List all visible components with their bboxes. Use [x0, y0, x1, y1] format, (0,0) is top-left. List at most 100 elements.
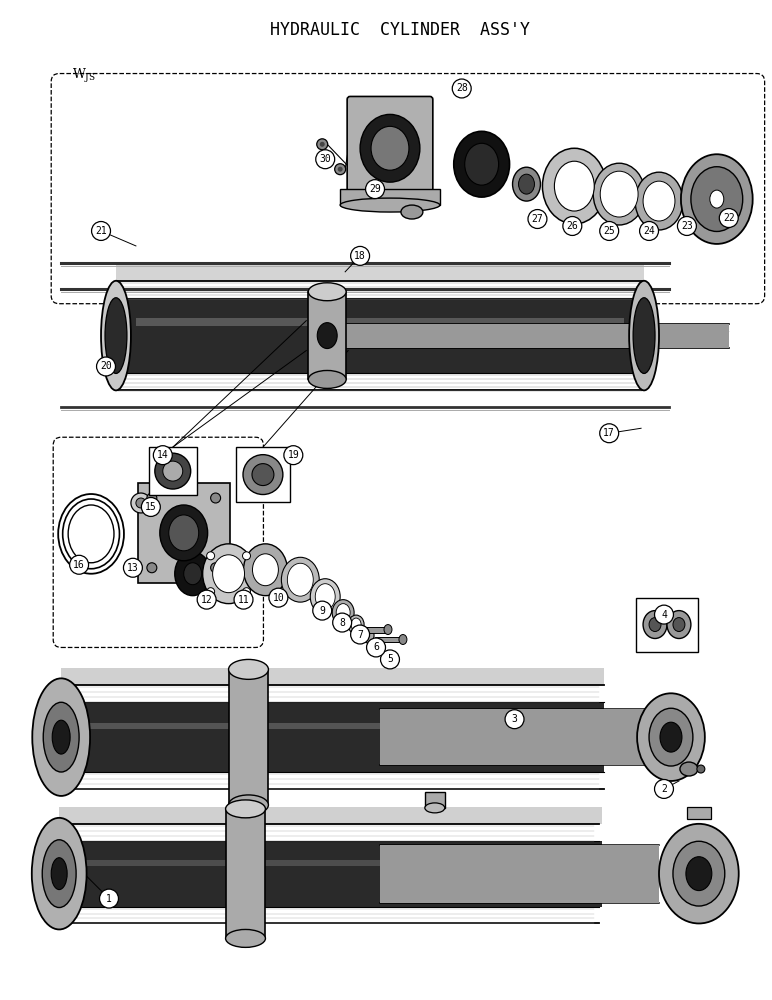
Circle shape — [100, 889, 118, 908]
Text: 23: 23 — [681, 221, 692, 231]
Ellipse shape — [212, 555, 245, 593]
Ellipse shape — [637, 693, 705, 781]
Circle shape — [211, 493, 221, 503]
Ellipse shape — [166, 465, 171, 477]
Ellipse shape — [43, 702, 79, 772]
Ellipse shape — [554, 161, 594, 211]
Circle shape — [600, 222, 618, 240]
Ellipse shape — [68, 505, 114, 563]
Ellipse shape — [168, 465, 171, 477]
Text: 16: 16 — [73, 560, 85, 570]
Text: 10: 10 — [273, 593, 284, 603]
Text: 30: 30 — [320, 154, 331, 164]
Ellipse shape — [160, 505, 208, 561]
Ellipse shape — [629, 281, 659, 390]
Circle shape — [600, 424, 618, 443]
Bar — [425, 792, 445, 808]
Ellipse shape — [691, 167, 743, 231]
Bar — [308, 292, 346, 379]
Ellipse shape — [332, 600, 354, 626]
Text: 26: 26 — [567, 221, 578, 231]
Ellipse shape — [58, 494, 124, 574]
Ellipse shape — [360, 114, 420, 182]
Circle shape — [350, 625, 370, 644]
Bar — [59, 890, 602, 907]
Text: 7: 7 — [357, 630, 363, 640]
Text: 29: 29 — [369, 184, 381, 194]
Ellipse shape — [454, 131, 510, 197]
Ellipse shape — [667, 611, 691, 638]
Ellipse shape — [401, 205, 423, 219]
Text: 25: 25 — [604, 226, 615, 236]
Ellipse shape — [42, 840, 76, 908]
Ellipse shape — [697, 765, 705, 773]
Ellipse shape — [184, 563, 201, 585]
FancyBboxPatch shape — [149, 447, 197, 495]
Ellipse shape — [680, 762, 698, 776]
Circle shape — [242, 552, 250, 560]
Ellipse shape — [229, 659, 269, 679]
Text: 22: 22 — [723, 213, 735, 223]
Text: 18: 18 — [354, 251, 366, 261]
Ellipse shape — [337, 167, 343, 172]
Ellipse shape — [105, 298, 127, 373]
Ellipse shape — [101, 281, 131, 390]
Circle shape — [367, 638, 385, 657]
Text: 3: 3 — [512, 714, 517, 724]
Ellipse shape — [169, 515, 198, 551]
Text: 9: 9 — [320, 606, 325, 616]
Circle shape — [528, 210, 547, 228]
Ellipse shape — [371, 126, 409, 170]
Text: 21: 21 — [95, 226, 107, 236]
Bar — [116, 264, 644, 281]
Circle shape — [211, 563, 221, 573]
Text: 17: 17 — [604, 428, 615, 438]
Circle shape — [316, 150, 335, 169]
Ellipse shape — [633, 298, 655, 373]
Circle shape — [154, 446, 172, 465]
Bar — [136, 318, 624, 326]
Circle shape — [313, 601, 332, 620]
Ellipse shape — [519, 174, 534, 194]
Ellipse shape — [320, 142, 325, 147]
Text: HYDRAULIC  CYLINDER  ASS'Y: HYDRAULIC CYLINDER ASS'Y — [270, 21, 530, 39]
Ellipse shape — [348, 615, 364, 634]
Text: 11: 11 — [238, 595, 249, 605]
Ellipse shape — [384, 625, 392, 635]
Ellipse shape — [203, 544, 255, 604]
Ellipse shape — [32, 678, 90, 796]
Ellipse shape — [169, 465, 174, 477]
Ellipse shape — [659, 824, 739, 923]
Circle shape — [124, 558, 142, 577]
Circle shape — [242, 588, 250, 596]
Bar — [360, 627, 388, 633]
Text: 27: 27 — [532, 214, 543, 224]
Circle shape — [207, 552, 215, 560]
Circle shape — [333, 613, 351, 632]
Ellipse shape — [336, 604, 350, 622]
Circle shape — [678, 217, 696, 235]
Circle shape — [131, 493, 151, 513]
Ellipse shape — [172, 465, 176, 477]
Circle shape — [141, 498, 161, 516]
Text: 4: 4 — [661, 610, 667, 620]
Ellipse shape — [673, 841, 725, 906]
Bar — [116, 357, 644, 373]
Ellipse shape — [465, 143, 499, 185]
Ellipse shape — [315, 584, 335, 610]
Text: 1: 1 — [106, 894, 112, 904]
Ellipse shape — [351, 618, 361, 631]
Bar — [380, 709, 659, 765]
Text: 12: 12 — [201, 595, 212, 605]
Ellipse shape — [252, 464, 274, 486]
Bar — [61, 755, 604, 772]
Text: 20: 20 — [100, 361, 112, 371]
Ellipse shape — [673, 618, 685, 632]
Bar — [81, 860, 579, 866]
Bar — [315, 324, 729, 348]
Circle shape — [655, 779, 673, 798]
Circle shape — [639, 222, 659, 240]
Circle shape — [147, 493, 157, 503]
Ellipse shape — [649, 618, 661, 632]
Circle shape — [207, 588, 215, 596]
